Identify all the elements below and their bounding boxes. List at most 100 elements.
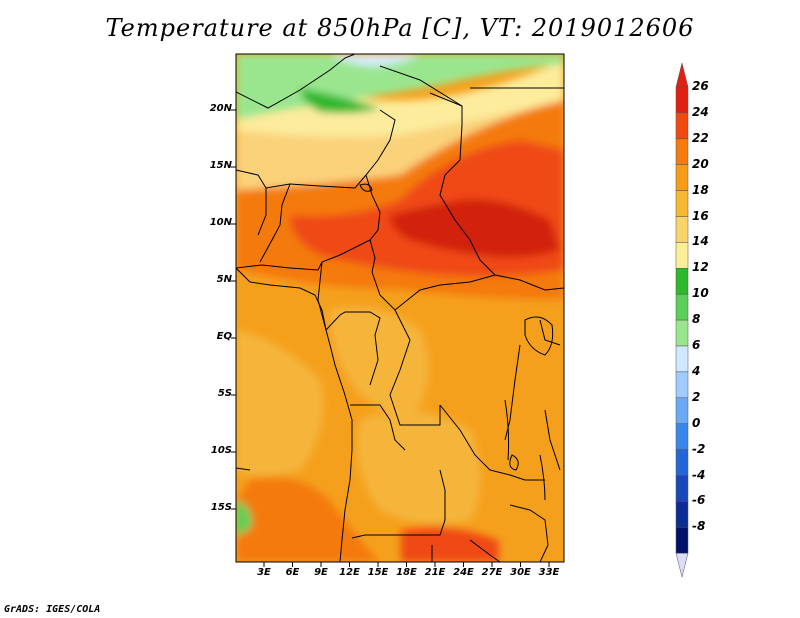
border-line (504, 344, 521, 441)
border-line (379, 65, 564, 291)
colorbar-label: 4 (692, 363, 701, 378)
field-zone-very-hot (390, 199, 560, 258)
lon-tick-label: 27E (481, 567, 503, 578)
colorbar-label: 14 (692, 234, 709, 249)
border-line (236, 109, 396, 189)
colorbar-swatch (675, 501, 689, 528)
colorbar-max-arrow (675, 62, 689, 88)
colorbar-swatch (675, 242, 689, 269)
colorbar-label: 18 (692, 182, 709, 197)
country-borders (236, 54, 564, 562)
colorbar-swatch (675, 216, 689, 243)
field-zone-pale-blue (330, 54, 420, 66)
border-line (236, 467, 251, 471)
lon-tick-label: 6E (285, 567, 300, 578)
map-frame (235, 53, 565, 563)
lat-tick-label: 20N (209, 103, 232, 114)
border-line (429, 92, 463, 107)
lat-tick-label: 15S (210, 502, 232, 513)
colorbar-swatch (675, 319, 689, 347)
lake-chad (359, 183, 373, 192)
colorbar-swatch (675, 86, 689, 114)
border-line (439, 404, 545, 481)
temperature-field (236, 54, 564, 562)
colorbar-swatch (675, 345, 689, 373)
lake-mweru (509, 454, 519, 471)
colorbar-label: -8 (692, 519, 706, 534)
colorbar-label: 12 (692, 260, 709, 275)
lon-tick-label: 33E (538, 567, 560, 578)
colorbar-label: 24 (692, 104, 709, 119)
lat-tick-label: 10S (210, 445, 232, 456)
field-zone-cool-south (357, 412, 480, 524)
lake-malawi (539, 454, 546, 501)
colorbar-label: 20 (692, 156, 709, 171)
colorbar-swatch (675, 449, 689, 476)
border-line (257, 188, 267, 236)
colorbar-label: 10 (692, 286, 709, 301)
border-line (236, 239, 371, 271)
lat-tick-label: 15N (209, 160, 232, 171)
border-line (351, 469, 446, 539)
lon-tick-label: 21E (424, 567, 446, 578)
colorbar-swatch (675, 423, 689, 450)
field-zone-warm-southwest (236, 477, 380, 562)
lat-tick-label: 10N (209, 217, 232, 228)
colorbar-label: 26 (692, 79, 709, 93)
border-line (259, 183, 291, 263)
colorbar-swatch (675, 138, 689, 165)
colorbar-swatch (675, 527, 689, 554)
lon-tick-label: 3E (257, 567, 271, 578)
border-line (469, 539, 501, 562)
border-line (544, 409, 561, 471)
colorbar-label: -2 (692, 441, 706, 456)
field-zone-cool-west (330, 307, 428, 420)
colorbar-swatch (675, 190, 689, 217)
border-line (539, 319, 561, 346)
field-zone-dark-green (300, 88, 380, 113)
axis-ticks (231, 109, 550, 567)
colorbar-label: 6 (692, 338, 701, 352)
colorbar-label: -6 (692, 493, 706, 508)
border-line (317, 261, 381, 386)
lon-tick-label: 9E (314, 567, 328, 578)
lakes (359, 183, 554, 501)
lat-tick-label: 5N (216, 274, 232, 285)
colorbar (675, 62, 689, 578)
colorbar-min-arrow (675, 552, 689, 578)
colorbar-swatch (675, 112, 689, 140)
colorbar-swatch (675, 164, 689, 191)
colorbar-label: 16 (692, 208, 709, 223)
colorbar-label: 22 (692, 130, 709, 145)
lon-tick-label: 24E (453, 567, 474, 578)
lon-tick-label: 18E (396, 567, 417, 578)
colorbar-label: 0 (692, 415, 701, 430)
lake-tanganyika (504, 399, 510, 461)
lon-tick-label: 15E (367, 567, 389, 578)
colorbar-swatch (675, 475, 689, 502)
field-zone-green-southwest (236, 500, 252, 535)
colorbar-swatch (675, 371, 689, 399)
lake-victoria (524, 316, 554, 356)
lon-tick-label: 12E (339, 567, 360, 578)
border-line (389, 309, 441, 426)
border-line (365, 174, 381, 273)
lat-tick-label: EQ (216, 331, 232, 342)
map-title: Temperature at 850hPa [C], VT: 201901260… (105, 14, 695, 42)
border-line (236, 54, 356, 109)
colorbar-label: 2 (692, 389, 701, 404)
border-line (371, 271, 496, 311)
border-line (350, 404, 406, 451)
border-line (509, 504, 549, 562)
lat-tick-label: 5S (217, 388, 232, 399)
colorbar-label: -4 (692, 467, 706, 482)
colorbar-swatch (675, 293, 689, 321)
lon-tick-label: 30E (510, 567, 531, 578)
grads-credit: GrADS: IGES/COLA (4, 604, 101, 615)
field-zone-cool-coast (236, 330, 323, 475)
colorbar-swatch (675, 397, 689, 424)
colorbar-swatch (675, 268, 689, 295)
colorbar-label: 8 (692, 312, 701, 327)
coastline (236, 267, 353, 562)
